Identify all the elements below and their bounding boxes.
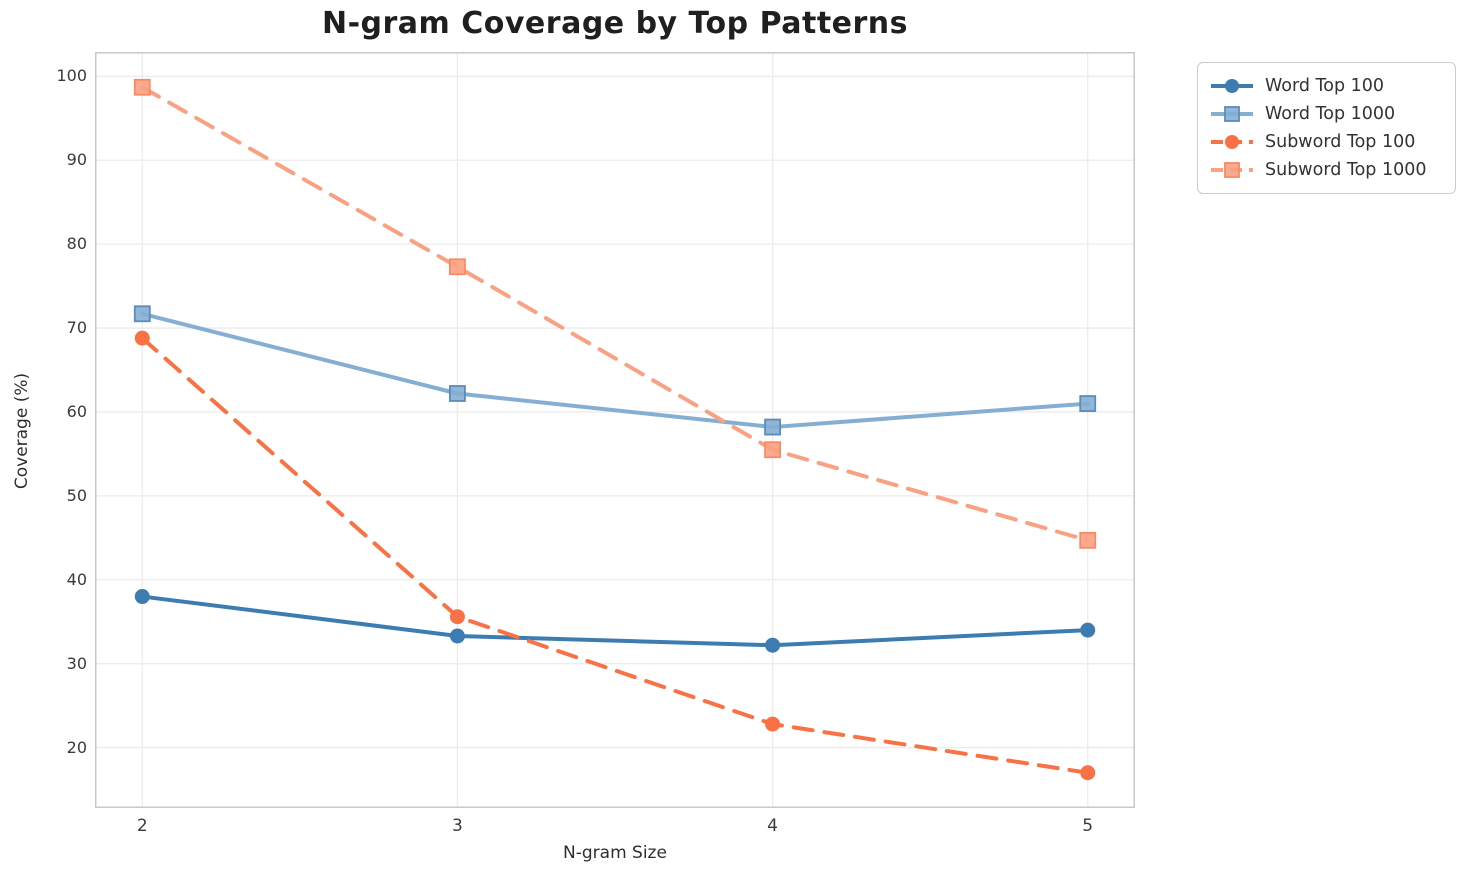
y-tick-label: 80 [66,234,87,254]
legend-label: Subword Top 1000 [1265,160,1427,180]
y-tick-label: 40 [66,569,87,589]
legend-swatch-square-icon [1211,106,1253,122]
legend-label: Subword Top 100 [1265,132,1416,152]
series-marker [1079,395,1097,412]
series-marker [1079,531,1097,549]
legend-label: Word Top 1000 [1265,104,1396,124]
x-tick-label: 4 [767,816,778,836]
legend-item: Word Top 100 [1209,72,1441,100]
y-tick-label: 100 [56,66,87,86]
chart-title: N-gram Coverage by Top Patterns [321,6,909,41]
series-marker [449,258,466,276]
legend-item: Word Top 1000 [1209,100,1441,128]
series-line-4 [140,85,1090,543]
series-line-3 [140,336,1090,775]
y-tick-label: 70 [66,318,87,338]
series-marker [765,716,781,732]
plot-area [95,52,1135,808]
y-tick-label: 20 [66,737,87,757]
legend-swatch-circle-icon [1211,135,1253,149]
series-marker [134,589,150,605]
series-marker [1080,765,1096,781]
series-marker [449,628,465,644]
series-marker [764,441,781,459]
series-marker [1080,622,1096,638]
series-marker [133,305,151,323]
legend: Word Top 100 Word Top 1000 Subword Top 100… [1197,62,1456,194]
x-tick-label: 3 [452,816,463,836]
series-marker [449,609,465,625]
y-tick-label: 60 [66,401,87,421]
x-tick-label: 2 [136,816,148,836]
y-tick-label: 30 [66,653,87,673]
legend-item: Subword Top 1000 [1209,156,1441,184]
y-axis-label: Coverage (%) [12,372,32,490]
series-marker [765,637,781,653]
legend-swatch-square-icon [1211,162,1253,178]
series-marker [133,78,151,96]
series-line-2 [140,311,1090,430]
legend-swatch-circle-icon [1211,79,1253,93]
series-marker [764,418,781,436]
plot-border [95,52,1135,808]
legend-item: Subword Top 100 [1209,128,1441,156]
y-tick-label: 50 [66,485,87,505]
series-marker [449,385,466,402]
x-axis-label: N-gram Size [563,843,667,863]
x-tick-label: 5 [1082,816,1094,836]
legend-label: Word Top 100 [1265,76,1385,96]
y-tick-label: 90 [66,150,87,170]
series-marker [134,330,150,346]
series-line-1 [140,594,1090,648]
